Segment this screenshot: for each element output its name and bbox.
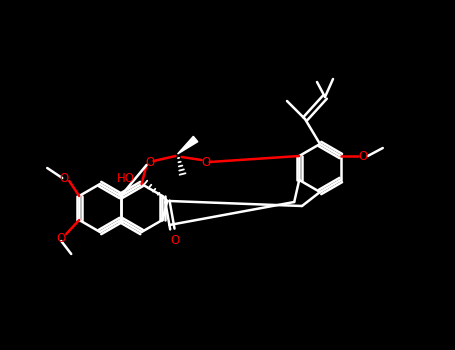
Text: O: O (56, 231, 66, 245)
Polygon shape (177, 136, 198, 154)
Text: O: O (145, 155, 154, 168)
Text: O: O (201, 155, 210, 168)
Text: HO: HO (117, 173, 135, 186)
Text: O: O (171, 234, 180, 247)
Text: O: O (358, 149, 367, 162)
Text: O: O (60, 172, 69, 184)
